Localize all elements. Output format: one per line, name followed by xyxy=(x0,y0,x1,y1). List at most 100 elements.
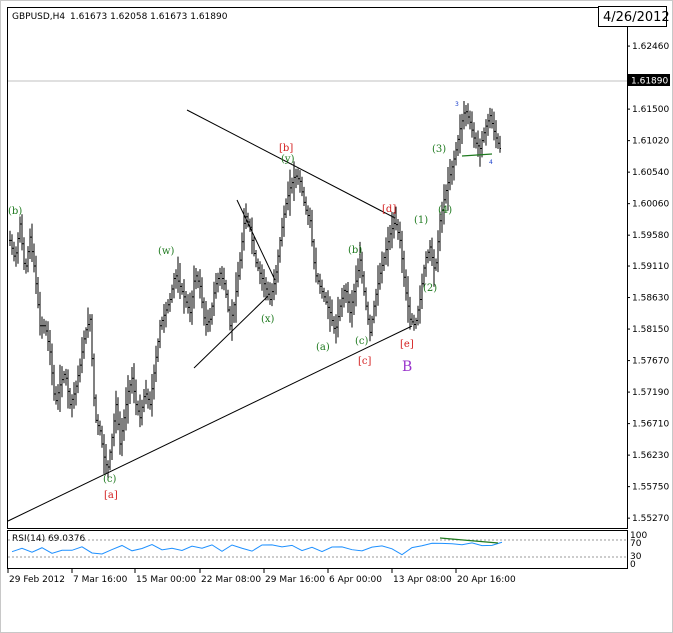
ohlc-bar xyxy=(85,327,87,344)
ohlc-bar xyxy=(157,338,159,363)
wave-label-B-purple: B xyxy=(402,359,412,375)
ohlc-bar xyxy=(287,181,289,211)
ohlc-bar xyxy=(499,135,501,153)
ohlc-bar xyxy=(275,264,277,295)
price-tick-label: 1.61500 xyxy=(632,105,669,115)
ohlc-bar xyxy=(435,258,437,271)
price-tick-label: 1.60540 xyxy=(632,168,669,178)
ohlc-bar xyxy=(65,368,67,386)
ohlc-bar xyxy=(47,321,49,352)
candle-series xyxy=(9,101,501,478)
ohlc-bar xyxy=(469,110,471,130)
ohlc-bar xyxy=(241,232,243,269)
wave-label-4: (4) xyxy=(438,205,452,216)
rsi-tick-70: 70 xyxy=(630,539,642,549)
ohlc-bar xyxy=(369,314,371,342)
ohlc-bar xyxy=(97,414,99,436)
ohlc-bar xyxy=(17,232,19,264)
ohlc-bar xyxy=(37,276,39,309)
ohlc-bar xyxy=(207,309,209,333)
ohlc-bar xyxy=(89,314,91,332)
ohlc-bar xyxy=(91,314,93,367)
ohlc-bar xyxy=(401,230,403,274)
ohlc-bar xyxy=(251,217,253,255)
ohlc-bar xyxy=(117,397,119,431)
ohlc-bar xyxy=(281,217,283,247)
ohlc-bar xyxy=(173,272,175,299)
ohlc-bar xyxy=(419,285,421,324)
ohlc-bar xyxy=(151,373,153,417)
ohlc-bar xyxy=(21,214,23,251)
wave-label-c-red: [c] xyxy=(358,356,372,367)
ohlc-bar xyxy=(149,391,151,410)
ohlc-bar xyxy=(399,221,401,249)
ohlc-bar xyxy=(467,103,469,125)
price-tick-label: 1.59110 xyxy=(632,262,669,272)
ohlc-bar xyxy=(359,241,361,279)
ohlc-bar xyxy=(205,301,207,336)
price-tick-label: 1.58150 xyxy=(632,325,669,335)
ohlc-bar xyxy=(193,265,195,309)
ohlc-bar xyxy=(147,388,149,409)
rsi-line xyxy=(11,541,503,556)
wave-label-e-red: [e] xyxy=(400,339,414,350)
ohlc-bar xyxy=(315,247,317,283)
ohlc-bar xyxy=(473,122,475,148)
ohlc-bar xyxy=(79,358,81,383)
ohlc-bar xyxy=(335,314,337,344)
ohlc-bar xyxy=(105,444,107,474)
ohlc-bar xyxy=(145,379,147,405)
ohlc-bar xyxy=(143,388,145,413)
ohlc-bar xyxy=(45,320,47,336)
ohlc-bar xyxy=(427,249,429,264)
ohlc-bar xyxy=(101,425,103,448)
ohlc-bar xyxy=(353,283,355,316)
ohlc-bar xyxy=(307,205,309,225)
ohlc-bar xyxy=(49,330,51,366)
ohlc-bar xyxy=(59,364,61,412)
ohlc-bar xyxy=(385,237,387,265)
ohlc-bar xyxy=(111,433,113,461)
ohlc-bar xyxy=(377,265,379,306)
rsi-label: RSI(14) 69.0376 xyxy=(12,534,85,544)
ohlc-bar xyxy=(35,255,37,295)
ohlc-bar xyxy=(371,315,373,337)
ohlc-bar xyxy=(479,138,481,167)
wave4-line[interactable] xyxy=(461,153,493,157)
inner-lower-line[interactable] xyxy=(193,295,269,369)
ohlc-bar xyxy=(229,306,231,331)
ohlc-bar xyxy=(465,104,467,127)
lower-trendline[interactable] xyxy=(7,325,413,522)
ohlc-bar xyxy=(395,206,397,231)
ohlc-bar xyxy=(123,409,125,441)
time-tick-label: 6 Apr 00:00 xyxy=(329,575,382,585)
ohlc-bar xyxy=(33,243,35,273)
ohlc-values: 1.61673 1.62058 1.61673 1.61890 xyxy=(70,12,228,22)
ohlc-bar xyxy=(481,131,483,158)
ohlc-bar xyxy=(219,267,221,286)
ohlc-bar xyxy=(217,272,219,293)
ohlc-bar xyxy=(283,205,285,237)
ohlc-bar xyxy=(461,113,463,145)
ohlc-bar xyxy=(439,211,441,252)
inner-upper-line[interactable] xyxy=(236,199,276,281)
ohlc-bar xyxy=(323,287,325,302)
ohlc-bar xyxy=(403,250,405,287)
ohlc-bar xyxy=(451,160,453,185)
symbol-label: GBPUSD,H4 xyxy=(12,12,65,22)
ohlc-bar xyxy=(489,107,491,129)
upper-trendline[interactable] xyxy=(186,109,396,219)
ohlc-bar xyxy=(165,301,167,328)
ohlc-bar xyxy=(305,196,307,215)
ohlc-bar xyxy=(431,237,433,266)
ohlc-bar xyxy=(309,207,311,229)
ohlc-bar xyxy=(463,101,465,130)
time-tick-label: 13 Apr 08:00 xyxy=(393,575,452,585)
ohlc-bar xyxy=(425,251,427,277)
ohlc-bar xyxy=(153,364,155,400)
wave-label-y: (y) xyxy=(281,154,295,165)
wave-label-w: (w) xyxy=(158,246,174,257)
rsi-divergence-line[interactable] xyxy=(439,537,499,544)
ohlc-bar xyxy=(63,370,65,384)
